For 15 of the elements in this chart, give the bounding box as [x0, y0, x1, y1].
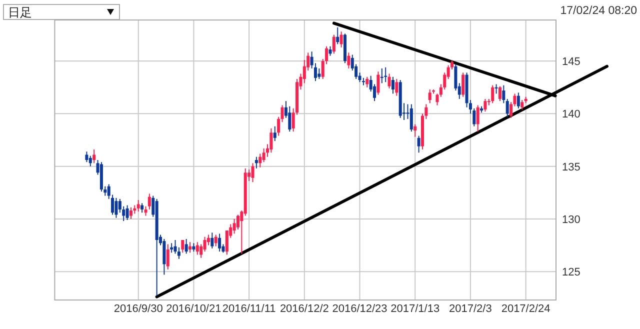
x-tick-label: 2016/12/23: [332, 303, 388, 315]
y-tick-label: 130: [562, 214, 580, 226]
y-tick-label: 145: [562, 56, 580, 68]
x-tick-label: 2017/2/24: [501, 303, 550, 315]
x-tick-label: 2016/12/2: [280, 303, 329, 315]
y-tick-label: 140: [562, 108, 580, 121]
y-tick-label: 135: [562, 161, 580, 174]
dropdown: 日足: [3, 4, 120, 20]
x-tick-label: 2016/9/30: [114, 303, 163, 315]
x-tick-label: 2016/10/21: [166, 303, 222, 315]
x-tick-label: 2017/1/13: [390, 303, 440, 315]
y-tick-label: 125: [562, 266, 580, 279]
x-tick-label: 2017/2/3: [449, 303, 492, 315]
x-tick-label: 2016/11/11: [222, 303, 276, 315]
text: 17/02/24 08:20: [560, 5, 637, 17]
